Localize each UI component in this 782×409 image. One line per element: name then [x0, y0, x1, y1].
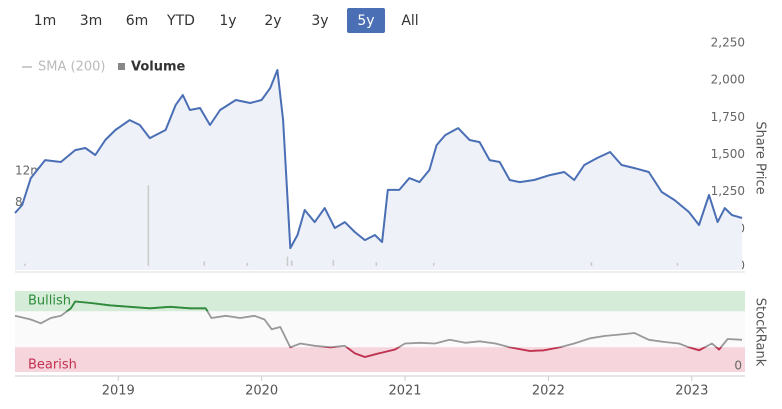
legend-label[interactable]: SMA (200)	[38, 60, 105, 75]
range-button[interactable]: 5y	[347, 8, 385, 33]
y-axis-title: StockRank	[753, 298, 768, 367]
y-tick-label: 2,000	[711, 73, 745, 87]
price-line	[14, 69, 743, 250]
range-button[interactable]: 3m	[80, 13, 103, 29]
legend-label[interactable]: Volume	[131, 60, 186, 75]
range-button-bg[interactable]	[347, 8, 385, 33]
range-button-label[interactable]: 5y	[357, 13, 374, 29]
range-button-label[interactable]: All	[401, 13, 418, 29]
x-tick-label: 2019	[102, 384, 135, 399]
volume-bar	[676, 262, 679, 266]
legend-item[interactable]: Volume	[118, 60, 186, 75]
x-tick-label: 2022	[532, 384, 565, 399]
range-button-label[interactable]: 6m	[126, 13, 149, 29]
range-button[interactable]: 3y	[311, 13, 328, 29]
volume-bar	[375, 262, 378, 266]
volume-bar	[246, 262, 249, 266]
legend-symbol[interactable]	[118, 63, 125, 70]
y-axis-title: Share Price	[753, 121, 768, 194]
y-tick-label: 1,250	[711, 184, 745, 198]
band	[15, 291, 745, 312]
range-button-label[interactable]: 1y	[219, 13, 236, 29]
volume-bar	[590, 262, 593, 266]
range-button-label[interactable]: 1m	[34, 13, 57, 29]
y-tick-label: 1,750	[711, 110, 745, 124]
x-tick-label: 2020	[245, 384, 278, 399]
y-tick-label: 0	[734, 359, 742, 373]
legend-item[interactable]: SMA (200)	[22, 60, 105, 75]
band	[15, 347, 745, 372]
stockrank-line-band	[65, 300, 209, 312]
range-button-label[interactable]: YTD	[166, 13, 195, 29]
band-label: Bullish	[28, 294, 71, 309]
range-button[interactable]: YTD	[166, 13, 195, 29]
range-button-label[interactable]: 3m	[80, 13, 103, 29]
x-tick-label: 2021	[388, 384, 421, 399]
range-button[interactable]: 2y	[264, 13, 281, 29]
range-button[interactable]: All	[401, 13, 418, 29]
y-tick-label: 2,250	[711, 36, 745, 50]
range-button[interactable]: 1y	[219, 13, 236, 29]
volume-bar	[286, 256, 289, 266]
volume-bar	[432, 262, 435, 266]
volume-bar	[203, 261, 206, 266]
stockrank-line-band	[289, 347, 723, 358]
volume-bar	[147, 185, 150, 266]
y-tick-label: 1,500	[711, 147, 745, 161]
range-button[interactable]: 1m	[34, 13, 57, 29]
band-label: Bearish	[28, 358, 77, 373]
range-button[interactable]: 6m	[126, 13, 149, 29]
range-button-label[interactable]: 3y	[311, 13, 328, 29]
volume-bar	[332, 259, 335, 266]
price-area	[15, 70, 742, 270]
x-tick-label: 2023	[675, 384, 708, 399]
range-button-label[interactable]: 2y	[264, 13, 281, 29]
volume-bar	[290, 260, 293, 266]
volume-bar	[24, 263, 26, 266]
